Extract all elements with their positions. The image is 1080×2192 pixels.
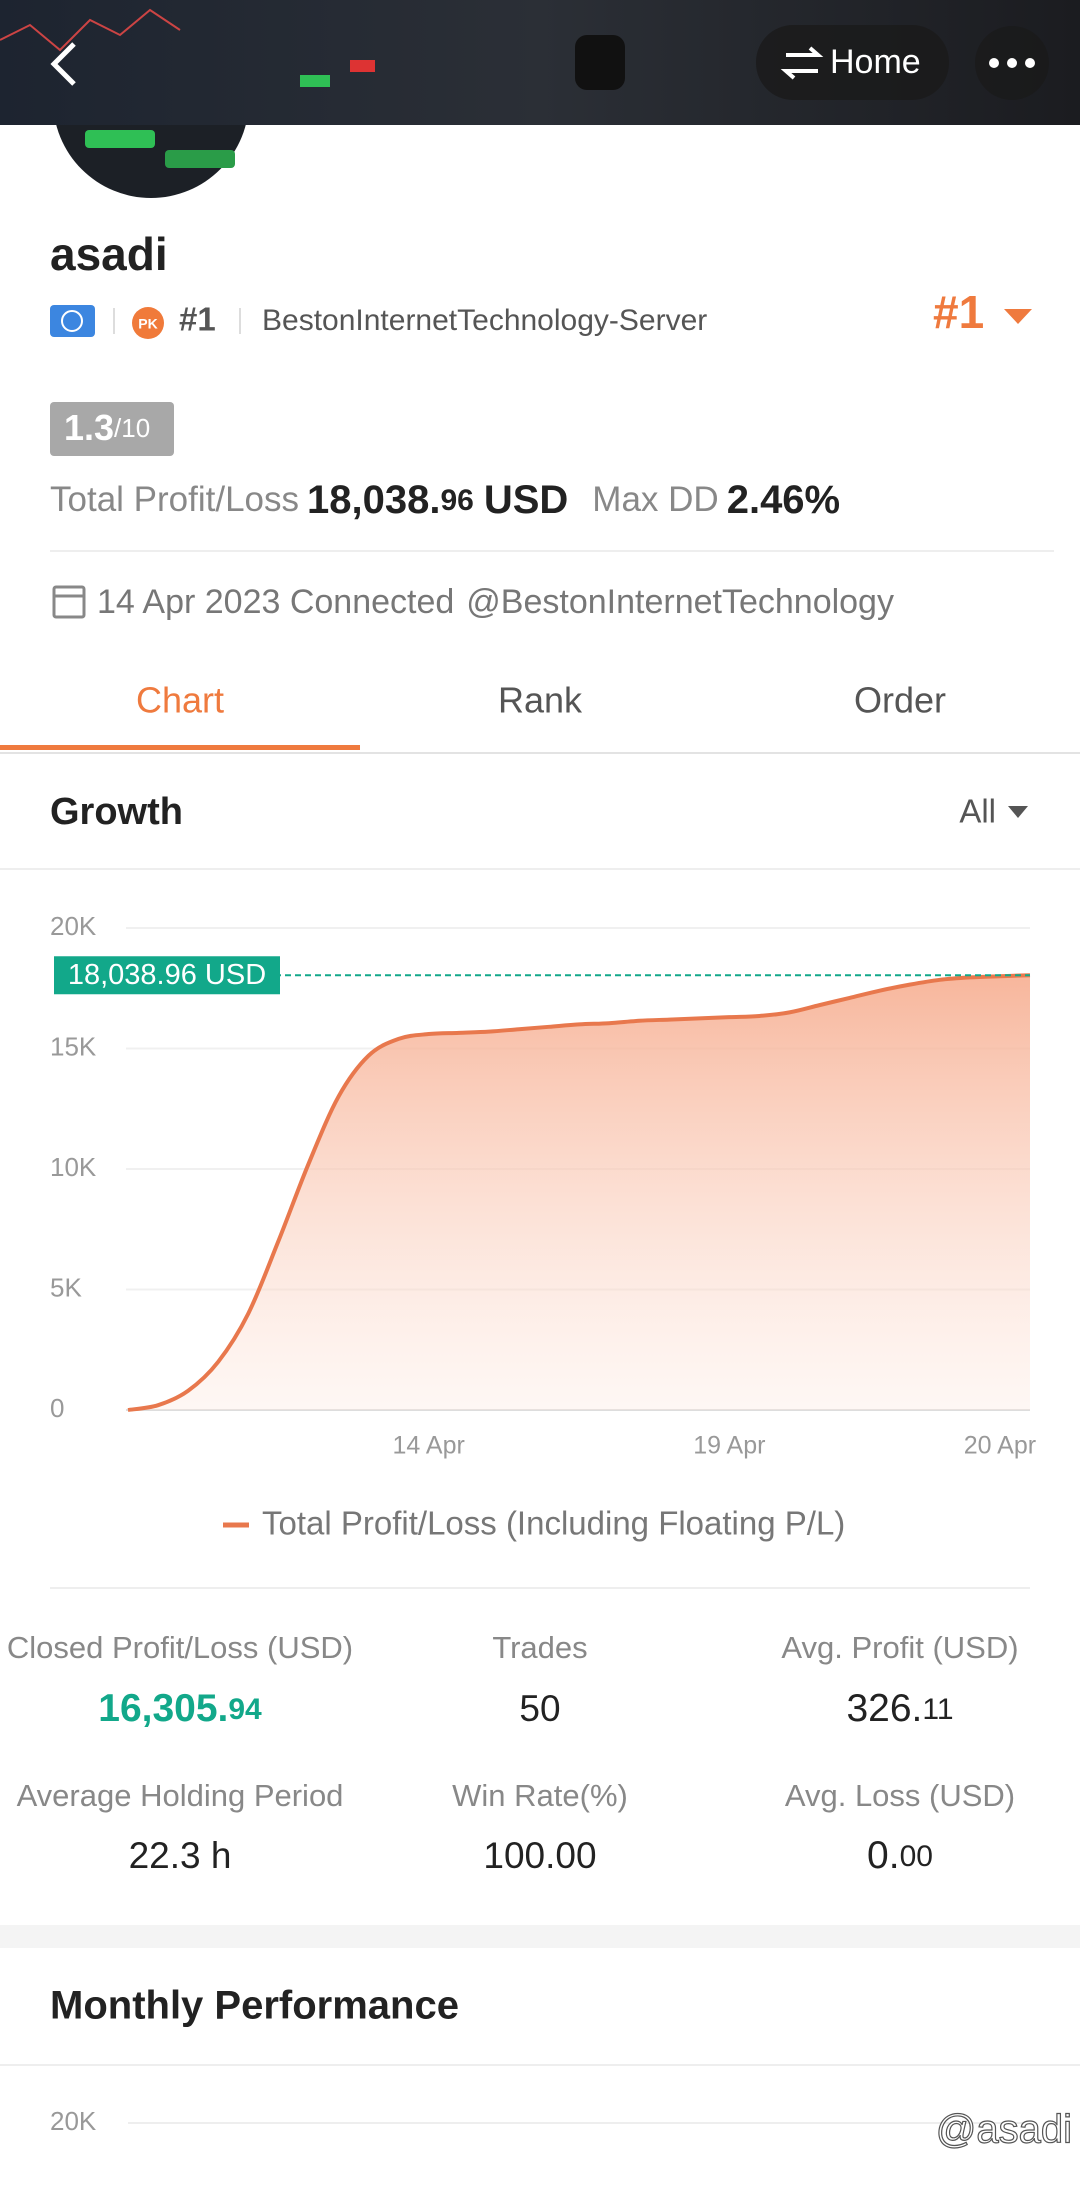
- more-dot: [1025, 58, 1035, 68]
- user-name: asadi: [50, 228, 168, 280]
- avatar-decor: [165, 150, 235, 168]
- stat-label: Trades: [492, 1630, 587, 1665]
- y-tick-label: 20K: [50, 911, 97, 941]
- stat-value: 22.3 h: [129, 1835, 232, 1876]
- banner-decor: [0, 8, 181, 52]
- score-box: [50, 402, 174, 456]
- stat-value: 100.00: [483, 1835, 596, 1876]
- growth-chart: 0 5K 10K 15K 20K 14 Apr 19 Apr 20 Apr 18,038.96 …: [50, 911, 1036, 1542]
- tab[interactable]: Chart: [136, 680, 224, 721]
- stat-decimal: 94: [228, 1693, 262, 1726]
- pk-text: PK: [138, 316, 157, 332]
- pk-badge: [132, 307, 164, 339]
- total-unit: USD: [484, 478, 568, 522]
- area: [128, 975, 1030, 1410]
- stat-label: Closed Profit/Loss (USD): [7, 1630, 353, 1665]
- y-tick-label: 5K: [50, 1272, 82, 1302]
- total-integer: 18,038.: [307, 478, 440, 522]
- legend-label: Total Profit/Loss (Including Floating P/…: [262, 1505, 845, 1542]
- line: [127, 973, 1031, 1412]
- score-value: 1.3: [64, 407, 114, 448]
- rank-dropdown[interactable]: [1004, 309, 1032, 324]
- x-tick-label: 14 Apr: [393, 1432, 465, 1460]
- stat-value: 16,305.94: [98, 1687, 262, 1730]
- stat-integer: 326.: [846, 1687, 922, 1730]
- stat-value: 0.00: [867, 1834, 933, 1877]
- maxdd-label: Max DD: [592, 480, 718, 519]
- total-decimal: 96: [440, 484, 473, 517]
- stat-integer: 0.: [867, 1834, 900, 1877]
- more-dot: [1007, 58, 1017, 68]
- y-tick-label: 10K: [50, 1152, 97, 1182]
- stat-integer: 16,305.: [98, 1687, 228, 1730]
- home-label[interactable]: Home: [830, 43, 921, 81]
- range-select[interactable]: All: [959, 793, 996, 830]
- watermark: @asadi: [936, 2108, 1072, 2152]
- tab[interactable]: Order: [854, 680, 946, 721]
- tab-underline: [0, 745, 360, 750]
- banner-decor: [575, 35, 625, 90]
- y-tick-label: 15K: [50, 1031, 97, 1061]
- connected-by: @BestonInternetTechnology: [466, 583, 894, 621]
- banner-decor: [350, 60, 375, 72]
- section-title: Monthly Performance: [50, 1984, 459, 2028]
- connected-date: 14 Apr 2023 Connected: [97, 583, 454, 621]
- avatar-decor: [85, 130, 155, 148]
- section-title: Growth: [50, 791, 183, 833]
- swap-icon: [780, 46, 824, 80]
- stat-label: Win Rate(%): [452, 1778, 628, 1813]
- stats: Closed Profit/Loss (USD) 16,305.94 Trades 5…: [7, 1630, 1019, 1877]
- stat-value: 326.11: [846, 1687, 953, 1730]
- score-max: /10: [114, 413, 150, 443]
- home-button[interactable]: [756, 25, 949, 100]
- stat-decimal: 11: [922, 1693, 953, 1726]
- calendar-icon: [52, 585, 86, 619]
- stat-decimal: 00: [900, 1840, 933, 1873]
- banner-decor: [300, 75, 330, 87]
- reference-label: 18,038.96 USD: [68, 959, 266, 991]
- stat-label: Avg. Profit (USD): [781, 1630, 1018, 1665]
- rank-badge: #1: [179, 301, 216, 338]
- globe-badge: [50, 305, 95, 337]
- x-tick-label: 20 Apr: [964, 1432, 1036, 1460]
- x-tick-label: 19 Apr: [693, 1432, 765, 1460]
- rank-right[interactable]: #1: [933, 286, 984, 338]
- connected: 14 Apr 2023 Connected @BestonInternetTech…: [97, 583, 894, 621]
- stat-label: Average Holding Period: [17, 1778, 344, 1813]
- total-profit: Total Profit/Loss 18,038.96 USD Max DD 2.46%: [50, 478, 840, 522]
- reference-label-box: [54, 956, 280, 995]
- more-dot: [989, 58, 999, 68]
- back-button[interactable]: [50, 42, 76, 86]
- server-name: BestonInternetTechnology-Server: [262, 304, 707, 337]
- range-dropdown[interactable]: [1008, 806, 1028, 818]
- total-label: Total Profit/Loss: [50, 480, 299, 519]
- stat-label: Avg. Loss (USD): [785, 1778, 1015, 1813]
- section-gap: [0, 1925, 1080, 1948]
- maxdd-value: 2.46%: [727, 478, 840, 522]
- tab[interactable]: Rank: [498, 680, 583, 721]
- stat-value: 50: [519, 1688, 560, 1729]
- y-tick-label: 20K: [50, 2106, 97, 2136]
- globe-icon: [61, 310, 83, 332]
- y-tick-label: 0: [50, 1393, 64, 1423]
- score: 1.3/10: [64, 407, 150, 448]
